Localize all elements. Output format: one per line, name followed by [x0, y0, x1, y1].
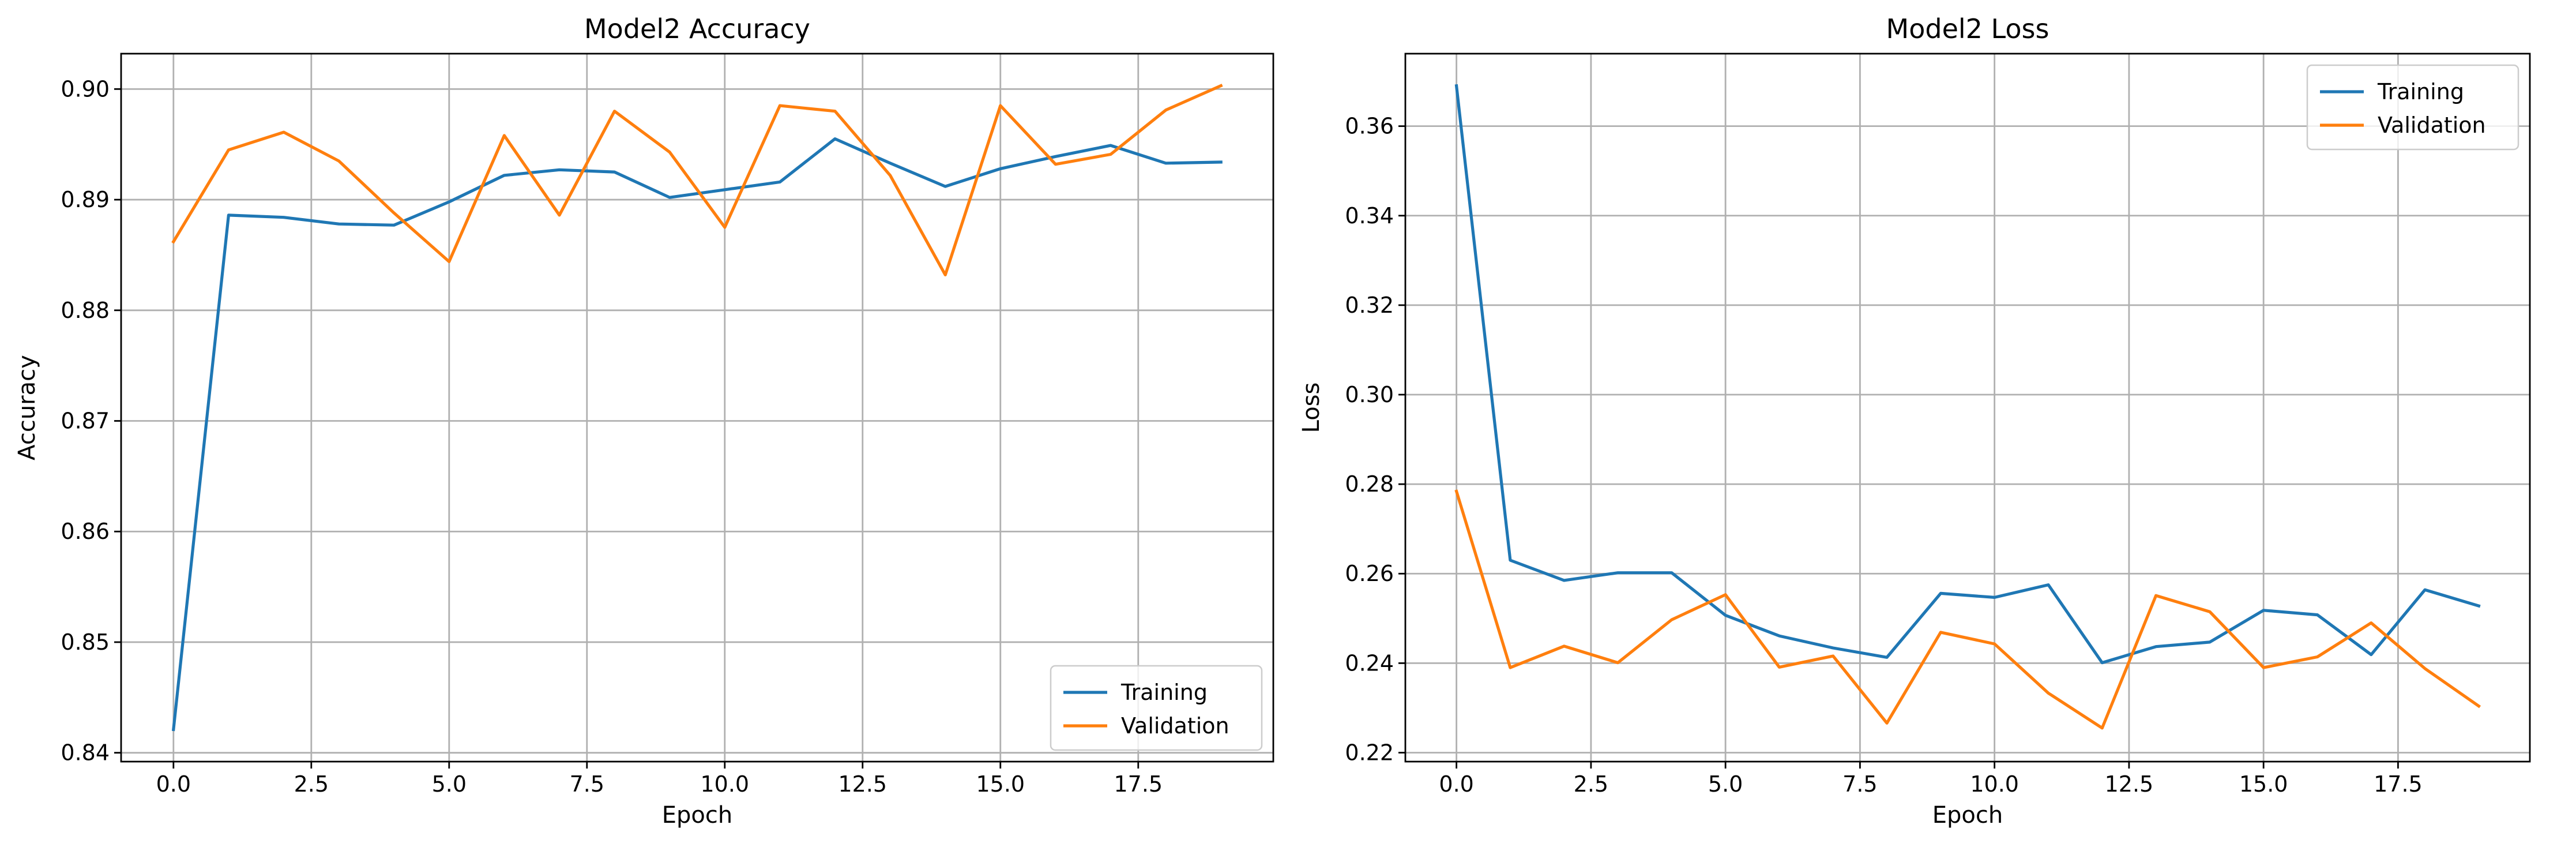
- accuracy-x-axis-label: Epoch: [662, 802, 732, 829]
- loss-x-tick-label: 10.0: [1970, 771, 2019, 797]
- loss-legend-label-training: Training: [2377, 79, 2464, 104]
- accuracy-y-tick-label: 0.90: [61, 76, 110, 102]
- loss-y-tick-label: 0.26: [1345, 561, 1394, 586]
- accuracy-legend: Training Validation: [1050, 665, 1263, 751]
- accuracy-legend-label-validation: Validation: [1121, 713, 1229, 739]
- loss-y-tick-label: 0.32: [1345, 293, 1394, 318]
- loss-legend: Training Validation: [2306, 64, 2519, 151]
- loss-x-tick-label: 7.5: [1842, 771, 1877, 797]
- accuracy-series: [171, 84, 1223, 732]
- loss-y-tick-label: 0.30: [1345, 382, 1394, 407]
- accuracy-legend-box: [1050, 665, 1263, 751]
- accuracy-series-training-line: [171, 137, 1223, 732]
- loss-plot-frame: [1404, 53, 2531, 763]
- loss-legend-label-validation: Validation: [2378, 113, 2486, 138]
- accuracy-ticks: 0.0 2.5 5.0 7.5 10.0 12.5 15.0 17.5 0.84 0.85 0.86…: [61, 76, 1163, 797]
- accuracy-grid: [121, 54, 1273, 762]
- loss-ticks: 0.0 2.5 5.0 7.5 10.0 12.5 15.0 17.5 0.22 0.24 0.26…: [1345, 114, 2422, 797]
- loss-x-tick-label: 0.0: [1439, 771, 1473, 797]
- loss-y-tick-label: 0.36: [1345, 114, 1394, 139]
- loss-y-axis-label: Loss: [1298, 383, 1325, 433]
- accuracy-plot-frame: [120, 53, 1274, 763]
- loss-x-tick-label: 12.5: [2105, 771, 2154, 797]
- loss-series: [1454, 84, 2481, 730]
- loss-x-tick-label: 17.5: [2374, 771, 2423, 797]
- accuracy-series-validation-line: [171, 84, 1223, 276]
- loss-series-validation-line: [1454, 489, 2481, 730]
- accuracy-legend-label-training: Training: [1120, 680, 1208, 705]
- loss-x-axis-label: Epoch: [1932, 802, 2003, 829]
- loss-chart: 0.0 2.5 5.0 7.5 10.0 12.5 15.0 17.5 0.22 0.24 0.26…: [1298, 13, 2531, 829]
- accuracy-y-tick-label: 0.87: [61, 408, 110, 434]
- accuracy-x-tick-label: 2.5: [294, 771, 329, 797]
- accuracy-y-tick-label: 0.89: [61, 187, 110, 212]
- accuracy-x-tick-label: 5.0: [432, 771, 467, 797]
- loss-series-training-line: [1454, 84, 2481, 665]
- accuracy-x-tick-label: 0.0: [156, 771, 191, 797]
- accuracy-y-tick-label: 0.88: [61, 298, 110, 323]
- loss-y-tick-label: 0.34: [1345, 203, 1394, 228]
- loss-x-tick-label: 2.5: [1574, 771, 1608, 797]
- accuracy-y-tick-label: 0.84: [61, 740, 110, 766]
- loss-y-tick-label: 0.22: [1345, 740, 1394, 765]
- loss-legend-box: [2306, 64, 2519, 151]
- accuracy-x-tick-label: 10.0: [700, 771, 749, 797]
- accuracy-x-tick-label: 17.5: [1114, 771, 1163, 797]
- accuracy-chart-title: Model2 Accuracy: [584, 13, 810, 44]
- loss-y-tick-label: 0.28: [1345, 471, 1394, 497]
- loss-chart-title: Model2 Loss: [1886, 13, 2049, 44]
- accuracy-chart: 0.0 2.5 5.0 7.5 10.0 12.5 15.0 17.5 0.84 0.85 0.86…: [14, 13, 1274, 829]
- accuracy-x-tick-label: 7.5: [570, 771, 604, 797]
- loss-y-tick-label: 0.24: [1345, 650, 1394, 676]
- loss-x-tick-label: 5.0: [1708, 771, 1743, 797]
- accuracy-y-axis-label: Accuracy: [14, 355, 40, 460]
- accuracy-y-tick-label: 0.86: [61, 519, 110, 544]
- loss-x-tick-label: 15.0: [2239, 771, 2288, 797]
- accuracy-x-tick-label: 12.5: [838, 771, 887, 797]
- accuracy-y-tick-label: 0.85: [61, 629, 110, 655]
- accuracy-x-tick-label: 15.0: [976, 771, 1025, 797]
